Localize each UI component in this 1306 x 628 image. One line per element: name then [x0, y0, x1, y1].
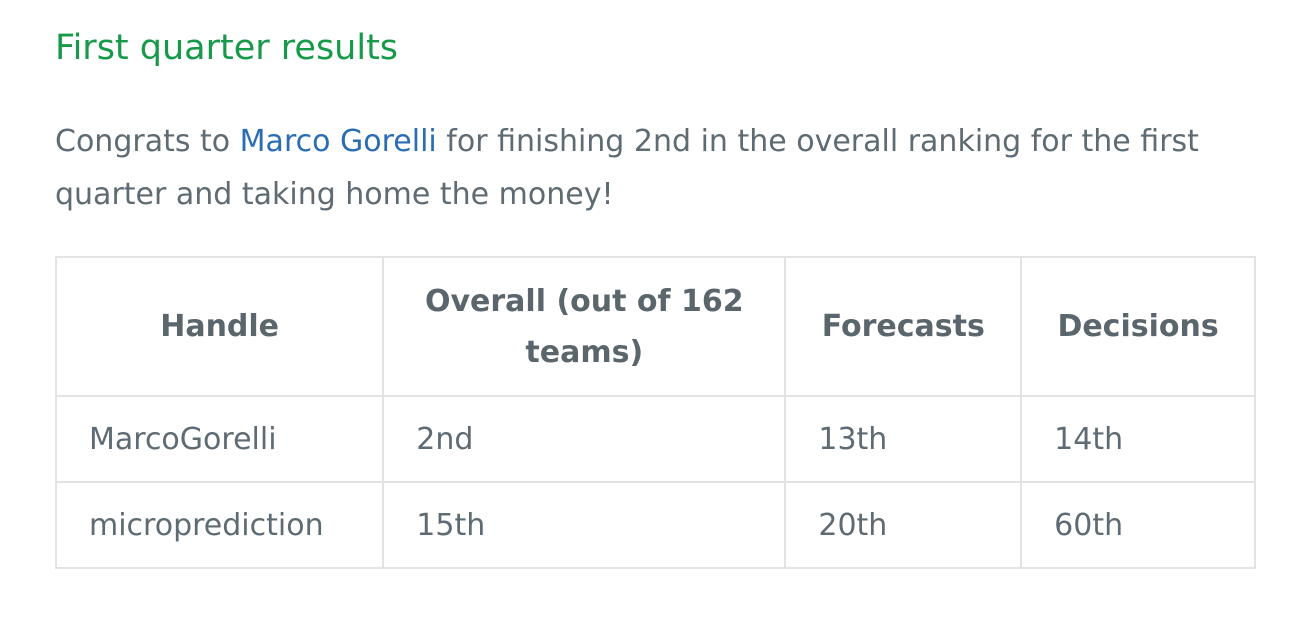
cell-forecasts: 20th	[784, 481, 1023, 569]
cell-overall: 2nd	[382, 395, 787, 483]
header-decisions: Decisions	[1020, 256, 1256, 397]
results-table: Handle Overall (out of 162 teams) Foreca…	[54, 256, 1256, 569]
cell-decisions: 60th	[1020, 481, 1256, 569]
cell-decisions: 14th	[1020, 395, 1256, 483]
intro-text-before: Congrats to	[55, 124, 240, 159]
table-row: microprediction 15th 20th 60th	[54, 481, 1256, 569]
table-row: MarcoGorelli 2nd 13th 14th	[54, 395, 1256, 483]
section-heading: First quarter results	[55, 28, 399, 68]
intro-paragraph: Congrats to Marco Gorelli for finishing …	[55, 115, 1255, 221]
header-handle: Handle	[54, 256, 385, 397]
cell-overall: 15th	[382, 481, 787, 569]
intro-text-after: for finishing 2nd in the overall ranking…	[55, 124, 1199, 212]
header-forecasts: Forecasts	[784, 256, 1023, 397]
cell-forecasts: 13th	[784, 395, 1023, 483]
table-header-row: Handle Overall (out of 162 teams) Foreca…	[54, 256, 1256, 397]
header-overall: Overall (out of 162 teams)	[382, 256, 787, 397]
marco-gorelli-link[interactable]: Marco Gorelli	[239, 124, 437, 159]
cell-handle: microprediction	[54, 481, 385, 569]
cell-handle: MarcoGorelli	[54, 395, 385, 483]
